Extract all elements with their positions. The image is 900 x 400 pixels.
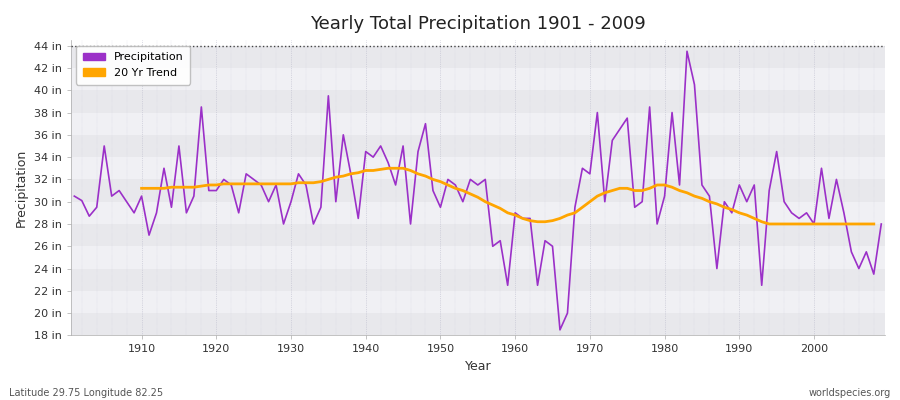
Bar xyxy=(70,112,885,135)
X-axis label: Year: Year xyxy=(464,360,491,373)
Bar xyxy=(70,291,885,313)
Bar xyxy=(70,157,885,180)
Title: Yearly Total Precipitation 1901 - 2009: Yearly Total Precipitation 1901 - 2009 xyxy=(310,15,645,33)
Text: Latitude 29.75 Longitude 82.25: Latitude 29.75 Longitude 82.25 xyxy=(9,388,163,398)
Bar xyxy=(70,268,885,291)
Legend: Precipitation, 20 Yr Trend: Precipitation, 20 Yr Trend xyxy=(76,46,190,84)
Bar xyxy=(70,313,885,336)
Y-axis label: Precipitation: Precipitation xyxy=(15,149,28,227)
Bar xyxy=(70,68,885,90)
Bar xyxy=(70,180,885,202)
Bar xyxy=(70,90,885,112)
Bar xyxy=(70,246,885,268)
Bar xyxy=(70,46,885,68)
Bar xyxy=(70,202,885,224)
Bar xyxy=(70,135,885,157)
Bar xyxy=(70,224,885,246)
Text: worldspecies.org: worldspecies.org xyxy=(809,388,891,398)
